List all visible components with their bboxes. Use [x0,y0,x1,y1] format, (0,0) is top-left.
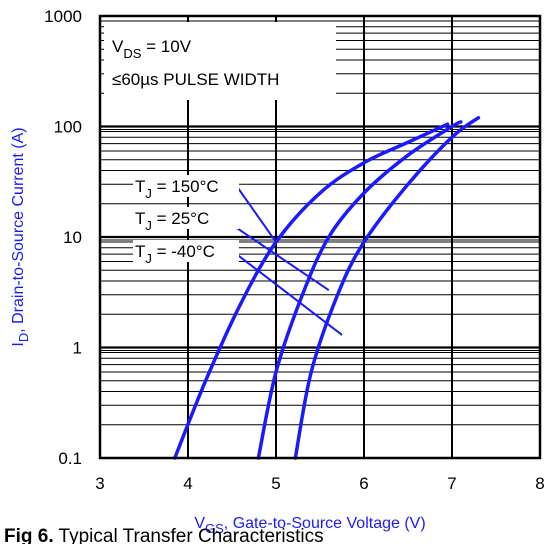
series-label-bg [133,240,239,262]
label-leader-line [234,252,343,336]
y-tick-label: 1000 [44,7,82,26]
figure-caption: Fig 6. Typical Transfer Characteristics [4,526,324,544]
series-label: TJ = -40°C [135,242,215,266]
x-tick-labels: 3 4 5 6 7 8 [95,474,544,493]
x-tick-label: 6 [359,474,368,493]
series-label: TJ = 150°C [135,177,219,201]
curves [173,116,481,460]
x-tick-label: 8 [535,474,544,493]
x-tick-label: 4 [183,474,192,493]
plot-frame [98,14,542,460]
label-leaders [224,187,343,336]
series-curve [293,116,481,460]
series-label-bg [133,207,239,229]
y-axis-title: ID, Drain-to-Source Current (A) [10,127,31,346]
pulse-width-condition: ≤60µs PULSE WIDTH [112,70,279,89]
x-tick-label: 5 [271,474,280,493]
y-tick-label: 100 [54,118,82,137]
series-curve [173,122,450,460]
label-leader-line [224,219,330,292]
grid [100,16,540,458]
x-tick-label: 3 [95,474,104,493]
x-tick-label: 7 [447,474,456,493]
series-label: TJ = 25°C [135,209,209,233]
series-curve [256,120,463,460]
y-tick-labels: 0.1 1 10 100 1000 [44,7,82,468]
conditions-box [104,22,336,100]
label-leader-line [237,187,277,243]
y-tick-label: 1 [73,339,82,358]
y-tick-label: 0.1 [58,449,82,468]
series-label-bg [133,175,239,197]
series-labels: TJ = 150°C TJ = 25°C TJ = -40°C [133,175,239,266]
y-tick-label: 10 [63,228,82,247]
vds-condition: VDS = 10V [112,37,192,61]
x-axis-title: VGS, Gate-to-Source Voltage (V) [194,515,425,536]
